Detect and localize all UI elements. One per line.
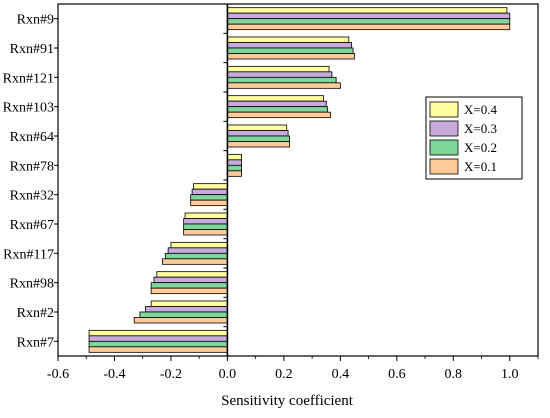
bar-Rxn103-series-1 — [227, 100, 327, 108]
bar-Rxn98-series-0 — [156, 271, 228, 278]
category-label: Rxn#64 — [10, 130, 54, 145]
bars-layer — [88, 7, 511, 353]
legend-swatch — [429, 120, 459, 137]
bar-Rxn2-series-2 — [139, 311, 228, 318]
bar-Rxn64-series-2 — [227, 135, 290, 142]
category-label: Rxn#7 — [17, 335, 54, 350]
bar-Rxn103-series-3 — [227, 111, 331, 119]
x-tick-label: 0.2 — [275, 367, 293, 382]
bar-Rxn117-series-2 — [164, 252, 228, 260]
bar-Rxn9-series-3 — [227, 23, 511, 31]
bar-Rxn67-series-3 — [183, 229, 228, 236]
bar-Rxn103-series-0 — [227, 95, 324, 102]
category-label: Rxn#98 — [10, 277, 54, 292]
bar-Rxn117-series-3 — [162, 258, 228, 265]
bar-Rxn32-series-2 — [190, 194, 228, 201]
x-tick-label: 0.4 — [332, 367, 350, 382]
bar-Rxn98-series-3 — [150, 287, 228, 295]
x-tick-label: -0.6 — [47, 367, 69, 382]
bar-Rxn2-series-3 — [133, 317, 228, 324]
legend-swatch — [429, 139, 459, 156]
x-axis-title: Sensitivity coefficient — [221, 393, 354, 409]
x-tick-label: 1.0 — [501, 367, 519, 382]
legend-label: X=0.4 — [464, 102, 497, 117]
category-label: Rxn#78 — [10, 159, 54, 174]
bar-Rxn64-series-3 — [227, 141, 290, 148]
category-label: Rxn#91 — [10, 42, 54, 57]
bar-Rxn9-series-1 — [227, 12, 511, 20]
category-label: Rxn#117 — [3, 247, 54, 262]
bar-Rxn7-series-3 — [88, 346, 228, 353]
bar-Rxn121-series-2 — [227, 76, 337, 84]
legend-label: X=0.3 — [464, 121, 497, 136]
category-label: Rxn#2 — [17, 306, 54, 321]
bar-Rxn78-series-1 — [227, 159, 242, 166]
bar-Rxn78-series-3 — [227, 170, 242, 177]
bar-Rxn64-series-0 — [227, 124, 288, 131]
bar-Rxn78-series-2 — [227, 164, 242, 172]
bar-Rxn78-series-0 — [227, 153, 242, 161]
legend-swatch — [429, 158, 459, 175]
bar-Rxn7-series-0 — [88, 329, 228, 337]
bar-Rxn121-series-0 — [227, 65, 330, 73]
bar-Rxn98-series-1 — [153, 276, 228, 284]
bar-Rxn117-series-0 — [170, 241, 228, 249]
bar-Rxn98-series-2 — [150, 282, 228, 289]
x-tick-label: 0.0 — [219, 367, 237, 382]
labels-layer: Rxn#9 Rxn#91 Rxn#121 Rxn#103 Rxn#64 Rxn#78 Rxn… — [3, 13, 519, 382]
bar-Rxn67-series-1 — [183, 218, 228, 225]
category-label: Rxn#9 — [17, 13, 54, 28]
x-tick-label: -0.4 — [103, 367, 125, 382]
category-label: Rxn#121 — [3, 71, 54, 86]
bar-Rxn64-series-1 — [227, 130, 289, 137]
x-tick-label: 0.8 — [445, 367, 463, 382]
legend: X=0.4 X=0.3 X=0.2 X=0.1 — [425, 96, 523, 180]
bar-Rxn32-series-3 — [190, 199, 228, 207]
category-label: Rxn#67 — [10, 218, 54, 233]
bar-Rxn103-series-2 — [227, 106, 329, 113]
bar-Rxn7-series-1 — [88, 335, 228, 342]
x-tick-label: -0.2 — [160, 367, 182, 382]
plot-frame — [57, 3, 539, 357]
bar-Rxn2-series-0 — [150, 300, 228, 307]
bar-Rxn9-series-2 — [227, 18, 511, 25]
bar-Rxn121-series-1 — [227, 71, 333, 78]
bar-Rxn121-series-3 — [227, 82, 341, 89]
bar-Rxn67-series-0 — [184, 212, 228, 219]
category-label: Rxn#32 — [10, 189, 54, 204]
bar-Rxn9-series-0 — [227, 7, 508, 14]
axes-layer — [54, 3, 539, 361]
bar-Rxn32-series-1 — [191, 188, 228, 196]
category-label: Rxn#103 — [3, 101, 54, 116]
legend-swatch — [429, 101, 459, 118]
bar-Rxn67-series-2 — [183, 223, 228, 230]
bar-Rxn117-series-1 — [167, 247, 228, 254]
legend-label: X=0.1 — [464, 159, 497, 174]
bar-Rxn91-series-0 — [227, 36, 350, 43]
bar-Rxn32-series-0 — [193, 183, 228, 190]
bar-Rxn2-series-1 — [145, 306, 228, 313]
bar-Rxn91-series-1 — [227, 42, 353, 49]
legend-label: X=0.2 — [464, 140, 497, 155]
bar-Rxn7-series-2 — [88, 340, 228, 348]
x-tick-label: 0.6 — [388, 367, 406, 382]
bar-Rxn91-series-2 — [227, 47, 354, 54]
bar-Rxn91-series-3 — [227, 53, 355, 60]
